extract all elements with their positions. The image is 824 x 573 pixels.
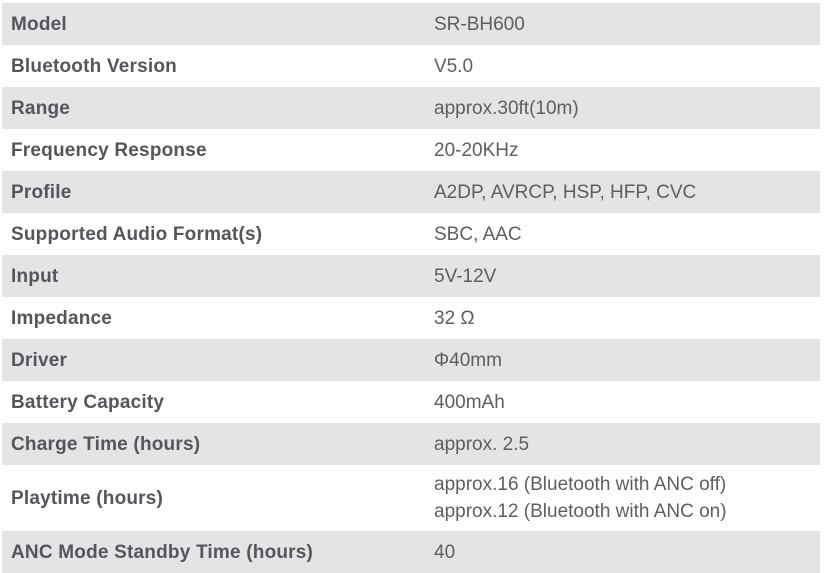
spec-label: Impedance <box>11 307 113 329</box>
spec-table-row: Driver Φ40mm <box>2 339 820 381</box>
spec-value-line: approx.12 (Bluetooth with ANC on) <box>434 501 727 522</box>
spec-value-line: 5V-12V <box>434 265 497 287</box>
spec-label: Frequency Response <box>11 139 207 161</box>
spec-label: ANC Mode Standby Time (hours) <box>11 541 314 563</box>
spec-value-line: 20-20KHz <box>434 139 519 161</box>
spec-label: Bluetooth Version <box>11 55 177 77</box>
spec-value: A2DP, AVRCP, HSP, HFP, CVC <box>434 179 820 206</box>
spec-value: approx.30ft(10m) <box>434 95 820 122</box>
spec-table-row: Frequency Response 20-20KHz <box>2 129 820 171</box>
spec-table-row: Bluetooth Version V5.0 <box>2 45 820 87</box>
spec-value: approx. 2.5 <box>434 431 820 458</box>
spec-value-line: SR-BH600 <box>434 13 525 35</box>
spec-table-row: Input 5V-12V <box>2 255 820 297</box>
spec-value: V5.0 <box>434 53 820 80</box>
spec-value-line: approx.30ft(10m) <box>434 97 579 119</box>
spec-value: approx.16 (Bluetooth with ANC off) approx… <box>434 471 820 525</box>
spec-label: Charge Time (hours) <box>11 433 201 455</box>
spec-value: 40 <box>434 539 820 566</box>
spec-table-row: Charge Time (hours) approx. 2.5 <box>2 423 820 465</box>
spec-label: Battery Capacity <box>11 391 165 413</box>
spec-value-line: 32 Ω <box>434 307 475 329</box>
spec-table-row: Range approx.30ft(10m) <box>2 87 820 129</box>
spec-label: Profile <box>11 181 72 203</box>
spec-value: SR-BH600 <box>434 11 820 38</box>
spec-label: Supported Audio Format(s) <box>11 223 263 245</box>
spec-value-line: SBC, AAC <box>434 223 522 245</box>
spec-value-line: approx.16 (Bluetooth with ANC off) <box>434 474 727 495</box>
spec-value: 5V-12V <box>434 263 820 290</box>
spec-table-row: ANC Mode Standby Time (hours) 40 <box>2 531 820 573</box>
spec-value: SBC, AAC <box>434 221 820 248</box>
spec-value-line: approx. 2.5 <box>434 433 530 455</box>
spec-table: Model SR-BH600 Bluetooth Version V5.0 Ra… <box>2 3 820 573</box>
spec-label: Model <box>11 13 67 35</box>
spec-label: Input <box>11 265 59 287</box>
spec-table-row: Model SR-BH600 <box>2 3 820 45</box>
spec-table-row: Supported Audio Format(s) SBC, AAC <box>2 213 820 255</box>
spec-label: Driver <box>11 349 68 371</box>
spec-value: 20-20KHz <box>434 137 820 164</box>
spec-value: 32 Ω <box>434 305 820 332</box>
spec-label: Playtime (hours) <box>11 487 164 509</box>
spec-table-row: Impedance 32 Ω <box>2 297 820 339</box>
spec-label: Range <box>11 97 71 119</box>
spec-value-line: 400mAh <box>434 391 505 413</box>
spec-value-line: 40 <box>434 541 456 563</box>
spec-value-line: V5.0 <box>434 55 474 77</box>
spec-value-line: Φ40mm <box>434 349 502 371</box>
spec-value-line: A2DP, AVRCP, HSP, HFP, CVC <box>434 181 697 203</box>
spec-value: Φ40mm <box>434 347 820 374</box>
spec-value: 400mAh <box>434 389 820 416</box>
spec-table-row: Battery Capacity 400mAh <box>2 381 820 423</box>
spec-table-row: Profile A2DP, AVRCP, HSP, HFP, CVC <box>2 171 820 213</box>
spec-table-row: Playtime (hours) approx.16 (Bluetooth wi… <box>2 465 820 531</box>
